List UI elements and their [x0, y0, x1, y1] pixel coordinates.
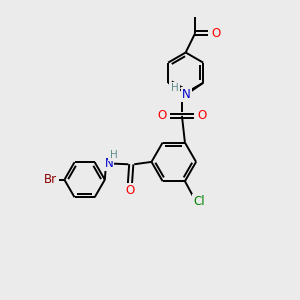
- Text: O: O: [212, 27, 220, 40]
- Text: O: O: [158, 109, 167, 122]
- Text: H: H: [110, 150, 117, 161]
- Text: N: N: [105, 157, 113, 170]
- Text: N: N: [182, 88, 191, 101]
- Text: Cl: Cl: [193, 196, 205, 208]
- Text: Br: Br: [44, 173, 57, 186]
- Text: O: O: [125, 184, 134, 196]
- Text: H: H: [171, 83, 178, 93]
- Text: O: O: [197, 109, 206, 122]
